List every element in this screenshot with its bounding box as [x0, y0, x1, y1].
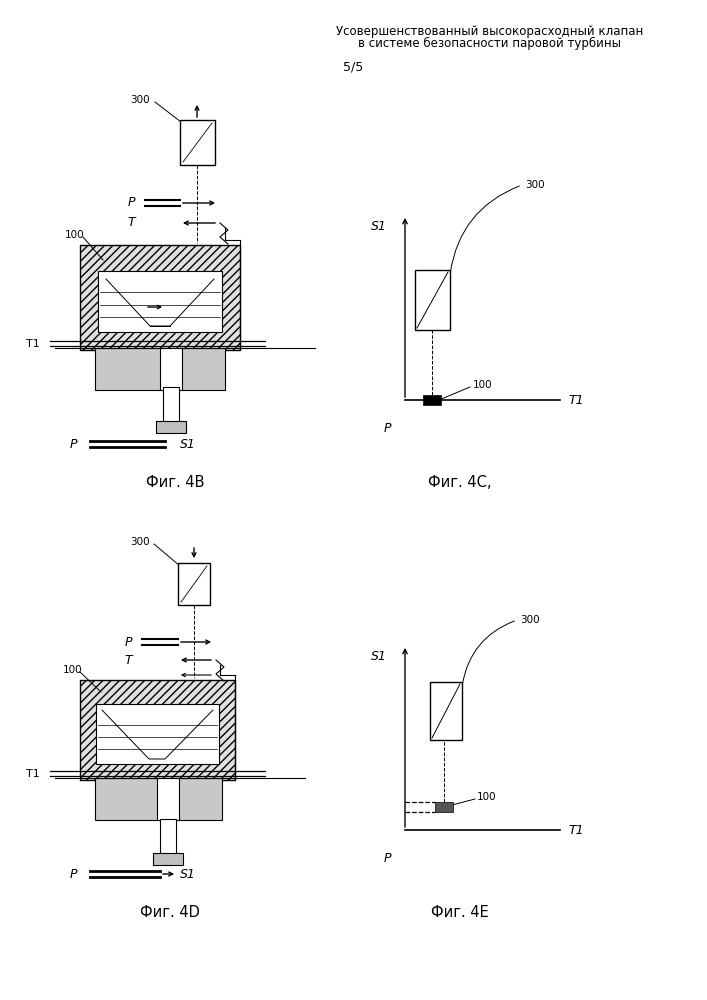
Bar — [163, 387, 179, 425]
Bar — [178, 563, 210, 605]
Text: 100: 100 — [63, 665, 83, 675]
Text: P: P — [383, 422, 391, 435]
Text: S1: S1 — [180, 438, 196, 450]
Bar — [160, 348, 182, 390]
Text: 100: 100 — [477, 792, 496, 802]
Bar — [153, 853, 183, 865]
Text: Фиг. 4E: Фиг. 4E — [431, 905, 489, 920]
Text: 300: 300 — [525, 180, 544, 190]
Text: 100: 100 — [65, 230, 85, 240]
Text: Фиг. 4C,: Фиг. 4C, — [428, 475, 492, 490]
Text: 300: 300 — [130, 537, 150, 547]
Text: 300: 300 — [520, 615, 539, 625]
Text: P: P — [124, 636, 132, 648]
Text: 300: 300 — [130, 95, 150, 105]
Text: P: P — [69, 867, 77, 880]
Bar — [415, 270, 450, 330]
Text: S1: S1 — [371, 650, 387, 663]
Bar — [96, 704, 219, 764]
Text: T1: T1 — [26, 769, 40, 779]
Text: T: T — [127, 217, 135, 230]
Bar — [435, 802, 453, 812]
Text: 100: 100 — [473, 380, 493, 390]
Bar — [156, 421, 186, 433]
Text: S1: S1 — [371, 220, 387, 233]
Text: S1: S1 — [180, 867, 196, 880]
Bar — [180, 120, 215, 165]
Bar — [80, 245, 240, 350]
Text: в системе безопасности паровой турбины: в системе безопасности паровой турбины — [358, 37, 621, 50]
Text: P: P — [383, 852, 391, 865]
Bar — [95, 348, 225, 390]
Text: Усовершенствованный высокорасходный клапан: Усовершенствованный высокорасходный клап… — [337, 25, 643, 38]
Text: T1: T1 — [568, 824, 583, 836]
Bar — [98, 271, 222, 332]
Text: T1: T1 — [26, 339, 40, 349]
Text: 5/5: 5/5 — [343, 60, 363, 73]
Bar — [423, 395, 441, 405]
Text: P: P — [69, 438, 77, 450]
Bar — [430, 682, 462, 740]
Bar — [160, 819, 176, 857]
Text: Фиг. 4D: Фиг. 4D — [140, 905, 200, 920]
Bar — [95, 778, 222, 820]
Text: T1: T1 — [568, 393, 583, 406]
Text: P: P — [127, 196, 135, 210]
Bar — [157, 778, 179, 820]
Bar — [80, 680, 235, 780]
Text: T: T — [124, 654, 132, 666]
Text: Фиг. 4B: Фиг. 4B — [146, 475, 204, 490]
